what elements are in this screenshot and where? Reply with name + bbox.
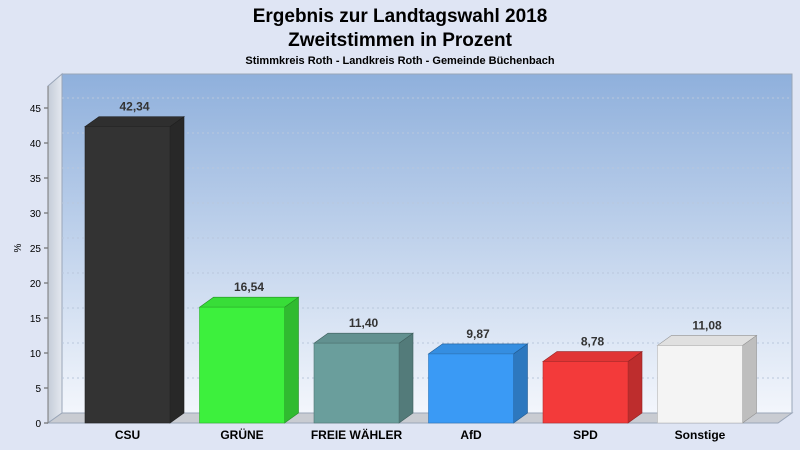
bar-side-face xyxy=(398,332,414,424)
chart-title-line2: Zweitstimmen in Prozent xyxy=(288,30,512,51)
bar-side-face xyxy=(627,350,643,424)
bar-top-face xyxy=(427,343,529,355)
bar-front-face xyxy=(199,306,285,424)
bar-side-face xyxy=(513,343,528,424)
bar-side-face xyxy=(284,296,299,424)
bar-front-face xyxy=(657,345,743,424)
bar-top-face xyxy=(656,335,758,346)
y-axis-label: % xyxy=(13,243,24,252)
bar-value-label: 42,34 xyxy=(119,100,149,114)
x-tick-label: Sonstige xyxy=(675,428,726,442)
bar-front-face xyxy=(84,126,171,424)
bar-sonstige: 11,08 xyxy=(656,318,758,424)
bar-csu: 42,34 xyxy=(84,100,185,424)
bar-value-label: 11,40 xyxy=(349,316,379,330)
bar-front-face xyxy=(542,361,629,424)
x-tick-label: SPD xyxy=(573,428,598,442)
plot-side-wall xyxy=(47,72,63,424)
y-tick-label: 0 xyxy=(35,419,41,430)
bar-top-face xyxy=(84,116,185,127)
y-tick-label: 30 xyxy=(30,209,42,220)
y-tick-label: 20 xyxy=(30,279,42,290)
y-tick-label: 10 xyxy=(30,349,42,360)
x-tick-label: GRÜNE xyxy=(220,427,263,442)
y-tick-label: 15 xyxy=(30,314,42,325)
x-tick-label: CSU xyxy=(115,428,140,442)
y-axis: 0 5 10 15 20 25 30 35 40 45 xyxy=(30,86,49,430)
y-tick-label: 45 xyxy=(30,104,42,115)
bar-value-label: 8,78 xyxy=(581,335,605,349)
chart-subtitle: Stimmkreis Roth - Landkreis Roth - Gemei… xyxy=(245,55,555,67)
chart-title-line1: Ergebnis zur Landtagswahl 2018 xyxy=(253,6,548,27)
bar-top-face xyxy=(313,332,414,344)
x-axis-labels: CSU GRÜNE FREIE WÄHLER AfD SPD Sonstige xyxy=(115,427,726,442)
x-tick-label: FREIE WÄHLER xyxy=(311,427,403,442)
bar-value-label: 11,08 xyxy=(692,318,722,332)
y-tick-label: 5 xyxy=(35,384,41,395)
y-tick-label: 40 xyxy=(30,139,42,150)
bar-spd: 8,78 xyxy=(542,335,643,424)
bar-front-face xyxy=(428,353,514,424)
bar-value-label: 9,87 xyxy=(466,327,490,341)
x-tick-label: AfD xyxy=(460,428,482,442)
bar-afd: 9,87 xyxy=(427,327,529,424)
bar-top-face xyxy=(542,351,643,362)
bar-freie-w-hler: 11,40 xyxy=(313,316,414,424)
y-tick-label: 35 xyxy=(30,174,42,185)
bar-gr-ne: 16,54 xyxy=(198,280,300,424)
bar-value-label: 16,54 xyxy=(234,280,264,294)
bar-side-face xyxy=(169,116,185,424)
y-tick-label: 25 xyxy=(30,244,42,255)
bar-side-face xyxy=(742,334,757,424)
bar-front-face xyxy=(313,342,400,424)
bars: 42,34 16,54 11,40 9,87 8,78 11,08 xyxy=(84,100,758,424)
bar-top-face xyxy=(198,296,300,308)
